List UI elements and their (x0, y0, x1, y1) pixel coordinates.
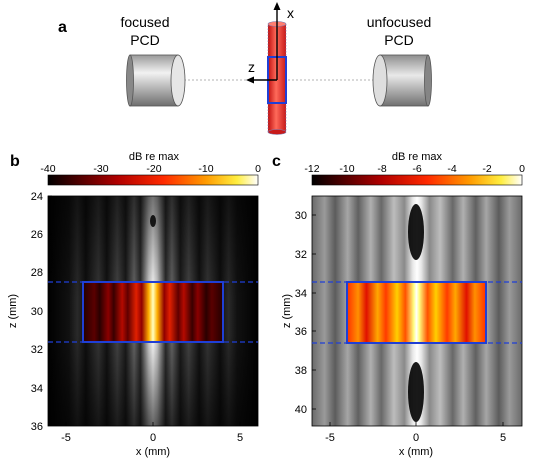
coordinate-axes: x z (246, 2, 294, 84)
x-tick-label: 5 (237, 432, 243, 444)
panel-c: c dB re max -12 -10 -8 -6 -4 -2 0 (272, 151, 525, 458)
panel-c-region-box (346, 281, 487, 344)
x-tick-label: 0 (150, 432, 156, 444)
y-tick-label: 38 (295, 365, 307, 377)
colorbar-tick: 0 (519, 163, 525, 175)
panel-c-colorbar-ticks: -12 -10 -8 -6 -4 -2 0 (304, 163, 525, 175)
colorbar-tick: 0 (255, 163, 261, 175)
y-tick-label: 34 (31, 383, 43, 395)
panel-a-letter: a (58, 19, 67, 36)
colorbar-tick: -6 (412, 163, 421, 175)
focused-pcd-label: PCD (130, 32, 160, 48)
colorbar-tick: -8 (377, 163, 386, 175)
x-tick-label: 5 (500, 432, 506, 444)
panel-b-y-ticks: 24 26 28 30 32 34 36 (31, 191, 52, 433)
y-tick-label: 26 (31, 229, 43, 241)
y-tick-label: 30 (31, 306, 43, 318)
panel-c-x-ticks: -5 0 5 (325, 422, 506, 444)
focused-pcd-transducer (126, 54, 186, 107)
panel-c-colorbar (311, 174, 523, 186)
panel-b-colorbar (47, 174, 259, 186)
panel-b-colorbar-ticks: -40 -30 -20 -10 0 (40, 163, 261, 175)
x-axis-arrow-label: x (287, 5, 294, 21)
x-tick-label: -5 (325, 432, 335, 444)
y-tick-label: 32 (31, 344, 43, 356)
panel-c-y-axis-label: z (mm) (281, 294, 293, 328)
unfocused-pcd-transducer (372, 54, 432, 107)
colorbar-tick: -12 (304, 163, 319, 175)
y-tick-label: 28 (31, 267, 43, 279)
colorbar-tick: -4 (447, 163, 456, 175)
panel-a: a focused PCD unfocused PCD (58, 2, 432, 135)
x-tick-label: -5 (61, 432, 71, 444)
y-tick-label: 36 (31, 421, 43, 433)
panel-c-y-ticks: 30 32 34 36 38 40 (295, 210, 316, 416)
panel-b-x-ticks: -5 0 5 (61, 422, 243, 444)
panel-b-y-axis-label: z (mm) (7, 294, 19, 328)
z-axis-arrow-label: z (248, 59, 255, 75)
colorbar-tick: -10 (198, 163, 213, 175)
colorbar-tick: -40 (40, 163, 55, 175)
colorbar-tick: -10 (339, 163, 354, 175)
y-tick-label: 40 (295, 404, 307, 416)
colorbar-tick: -20 (146, 163, 161, 175)
panel-c-plot-frame (311, 195, 523, 427)
colorbar-tick: -2 (482, 163, 491, 175)
unfocused-label: unfocused (367, 14, 432, 30)
panel-b: b dB re max -40 -30 -20 -10 0 (7, 151, 261, 458)
panel-c-letter: c (272, 153, 281, 170)
colorbar-tick: -30 (93, 163, 108, 175)
y-tick-label: 34 (295, 288, 307, 300)
panel-c-x-axis-label: x (mm) (399, 446, 433, 458)
panel-b-colorbar-title: dB re max (129, 151, 180, 163)
panel-b-region-box (82, 281, 224, 343)
y-tick-label: 30 (295, 210, 307, 222)
x-tick-label: 0 (413, 432, 419, 444)
panel-b-letter: b (10, 153, 20, 170)
panel-b-x-axis-label: x (mm) (136, 446, 170, 458)
panel-b-field-image (48, 196, 258, 426)
y-tick-label: 32 (295, 249, 307, 261)
focused-label: focused (120, 14, 169, 30)
y-tick-label: 24 (31, 191, 43, 203)
y-tick-label: 36 (295, 326, 307, 338)
unfocused-pcd-label: PCD (384, 32, 414, 48)
panel-c-colorbar-title: dB re max (392, 151, 443, 163)
panel-c-field-image (312, 196, 522, 426)
